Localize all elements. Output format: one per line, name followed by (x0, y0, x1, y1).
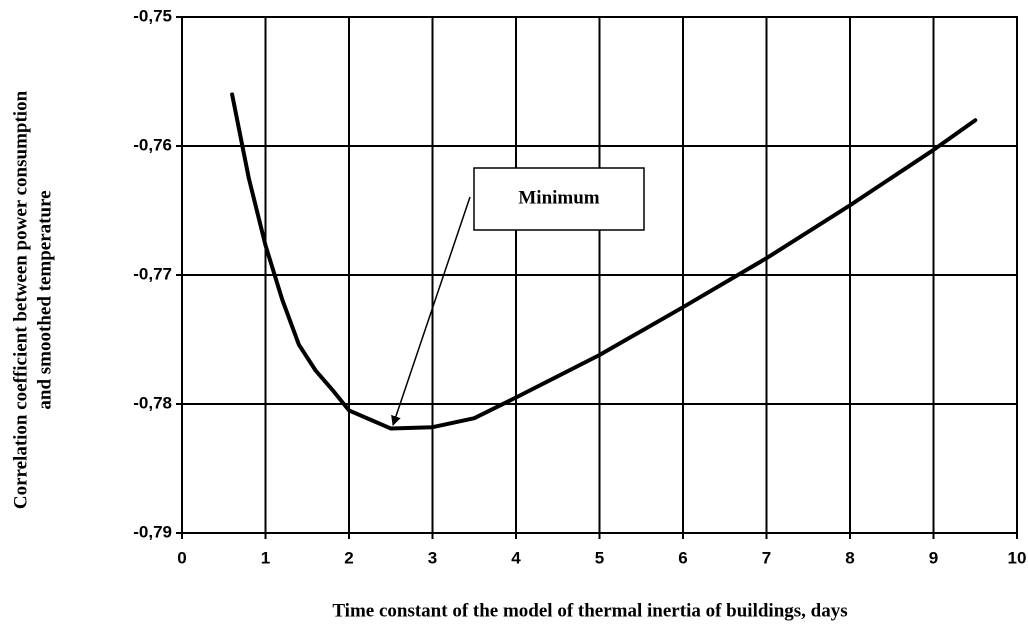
x-tick-label: 6 (678, 548, 687, 567)
plot-frame (181, 16, 1018, 534)
y-tick-label: -0,76 (133, 135, 172, 154)
annotation-box (473, 167, 645, 231)
x-tick-label: 4 (511, 548, 521, 567)
y-tick-label: -0,79 (133, 522, 172, 541)
y-tick-label: -0,75 (133, 6, 172, 25)
x-tick-label: 2 (344, 548, 353, 567)
x-tick-label: 1 (261, 548, 270, 567)
x-tick-label: 10 (1008, 548, 1027, 567)
y-tick-label: -0,78 (133, 393, 172, 412)
x-tick-label: 9 (929, 548, 938, 567)
x-axis-label: Time constant of the model of thermal in… (332, 600, 847, 621)
y-axis-label: and smoothed temperature (34, 190, 55, 409)
annotation-text: Minimum (518, 187, 599, 208)
x-tick-label: 5 (595, 548, 604, 567)
x-tick-label: 3 (428, 548, 437, 567)
y-tick-label: -0,77 (133, 264, 172, 283)
x-tick-label: 8 (845, 548, 854, 567)
data-line (230, 92, 978, 431)
y-axis-label: Correlation coefficient between power co… (10, 90, 31, 509)
x-tick-label: 0 (177, 548, 186, 567)
x-tick-label: 7 (762, 548, 771, 567)
annotation-arrow (391, 196, 471, 426)
